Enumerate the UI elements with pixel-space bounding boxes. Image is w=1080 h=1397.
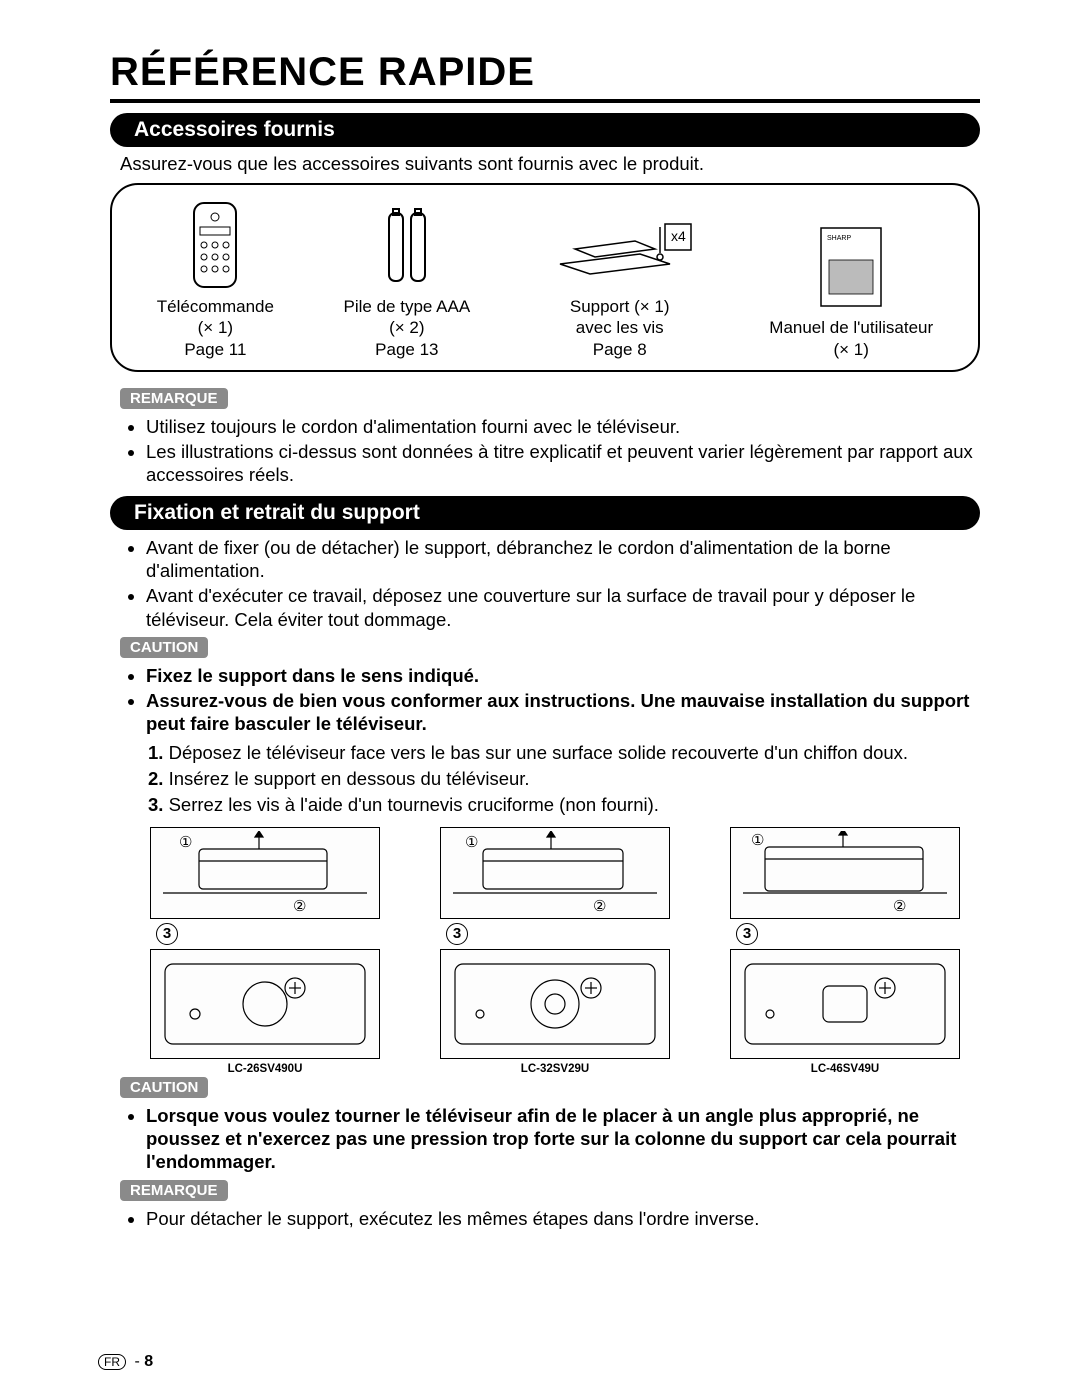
- install-steps: 1. Déposez le téléviseur face vers le ba…: [132, 741, 980, 817]
- remarque-bullets-2: Pour détacher le support, exécutez les m…: [132, 1207, 980, 1230]
- diagram-col-3: ① ② 3 LC-46SV49U: [720, 823, 970, 1075]
- remarque-label-2: REMARQUE: [120, 1180, 228, 1201]
- install-diagrams: ① ② 3 LC-26SV490U: [140, 823, 970, 1075]
- sec2-intro-2: Avant d'exécuter ce travail, déposez une…: [146, 584, 980, 630]
- page-number: 8: [144, 1353, 153, 1370]
- step-3-text: Serrez les vis à l'aide d'un tournevis c…: [169, 794, 659, 815]
- diagram-col-2: ① ② 3: [430, 823, 680, 1075]
- remote-qty: (× 1): [157, 317, 274, 338]
- remarque1-item1: Utilisez toujours le cordon d'alimentati…: [146, 415, 980, 438]
- caution2-text: Lorsque vous voulez tourner le téléviseu…: [146, 1104, 980, 1173]
- diagram2-top: ① ②: [440, 827, 670, 919]
- battery-qty: (× 2): [344, 317, 471, 338]
- section-heading-accessories: Accessoires fournis: [110, 113, 980, 147]
- accessory-batteries: Pile de type AAA (× 2) Page 13: [344, 197, 471, 360]
- diagram1-model: LC-26SV490U: [140, 1063, 390, 1075]
- svg-text:①: ①: [179, 834, 192, 851]
- svg-text:②: ②: [893, 898, 906, 915]
- step-1: 1. Déposez le téléviseur face vers le ba…: [148, 741, 980, 765]
- svg-text:②: ②: [293, 898, 306, 915]
- page-title: RÉFÉRENCE RAPIDE: [110, 50, 980, 95]
- remote-page: Page 11: [157, 339, 274, 360]
- accessory-stand: x4 Support (× 1) avec les vis Page 8: [540, 197, 700, 360]
- diagram3-model: LC-46SV49U: [720, 1063, 970, 1075]
- diagram-col-1: ① ② 3 LC-26SV490U: [140, 823, 390, 1075]
- diagram3-top: ① ②: [730, 827, 960, 919]
- accessory-manual: SHARP Manuel de l'utilisateur (× 1): [769, 218, 933, 360]
- stand-name: Support (× 1): [540, 296, 700, 317]
- caution-label-2: CAUTION: [120, 1077, 208, 1098]
- manual-page: RÉFÉRENCE RAPIDE Accessoires fournis Ass…: [0, 0, 1080, 1397]
- section-heading-stand: Fixation et retrait du support: [110, 496, 980, 530]
- battery-name: Pile de type AAA: [344, 296, 471, 317]
- diagram2-num3: 3: [446, 923, 680, 945]
- title-rule: [110, 99, 980, 103]
- caution-label-1: CAUTION: [120, 637, 208, 658]
- diagram1-top: ① ②: [150, 827, 380, 919]
- svg-text:SHARP: SHARP: [827, 235, 851, 242]
- caution-bullets-2: Lorsque vous voulez tourner le téléviseu…: [132, 1104, 980, 1173]
- remote-name: Télécommande: [157, 296, 274, 317]
- diagram2-bottom: [440, 949, 670, 1059]
- lang-code: FR: [98, 1354, 126, 1370]
- svg-text:②: ②: [593, 898, 606, 915]
- diagram1-num3: 3: [156, 923, 390, 945]
- stand-page: Page 8: [540, 339, 700, 360]
- remarque1-item2: Les illustrations ci-dessus sont données…: [146, 440, 980, 486]
- remarque-bullets-1: Utilisez toujours le cordon d'alimentati…: [132, 415, 980, 486]
- page-footer: FR - 8: [98, 1353, 153, 1371]
- accessories-box: Télécommande (× 1) Page 11 Pile de type …: [110, 183, 980, 372]
- svg-text:①: ①: [751, 832, 764, 849]
- section1-intro: Assurez-vous que les accessoires suivant…: [120, 153, 980, 175]
- step-3: 3. Serrez les vis à l'aide d'un tournevi…: [148, 793, 980, 817]
- caution1-item2: Assurez-vous de bien vous conformer aux …: [146, 689, 980, 735]
- diagram1-bottom: [150, 949, 380, 1059]
- diagram3-num3: 3: [736, 923, 970, 945]
- manual-qty: (× 1): [769, 339, 933, 360]
- manual-name: Manuel de l'utilisateur: [769, 317, 933, 338]
- sec2-intro-1: Avant de fixer (ou de détacher) le suppo…: [146, 536, 980, 582]
- section2-intro-bullets: Avant de fixer (ou de détacher) le suppo…: [132, 536, 980, 631]
- step-1-text: Déposez le téléviseur face vers le bas s…: [169, 742, 909, 763]
- svg-text:x4: x4: [671, 228, 686, 244]
- remarque-label-1: REMARQUE: [120, 388, 228, 409]
- step-2: 2. Insérez le support en dessous du télé…: [148, 767, 980, 791]
- footer-dash: -: [134, 1353, 144, 1370]
- diagram3-bottom: [730, 949, 960, 1059]
- caution1-item1: Fixez le support dans le sens indiqué.: [146, 664, 980, 687]
- svg-text:①: ①: [465, 834, 478, 851]
- step-2-text: Insérez le support en dessous du télévis…: [169, 768, 530, 789]
- stand-qty: avec les vis: [540, 317, 700, 338]
- stand-icon: x4: [540, 197, 700, 292]
- caution-bullets-1: Fixez le support dans le sens indiqué. A…: [132, 664, 980, 735]
- battery-page: Page 13: [344, 339, 471, 360]
- manual-icon: SHARP: [769, 218, 933, 313]
- battery-icon: [344, 197, 471, 292]
- remote-icon: [157, 197, 274, 292]
- diagram2-model: LC-32SV29U: [430, 1063, 680, 1075]
- remarque2-text: Pour détacher le support, exécutez les m…: [146, 1207, 980, 1230]
- accessory-remote: Télécommande (× 1) Page 11: [157, 197, 274, 360]
